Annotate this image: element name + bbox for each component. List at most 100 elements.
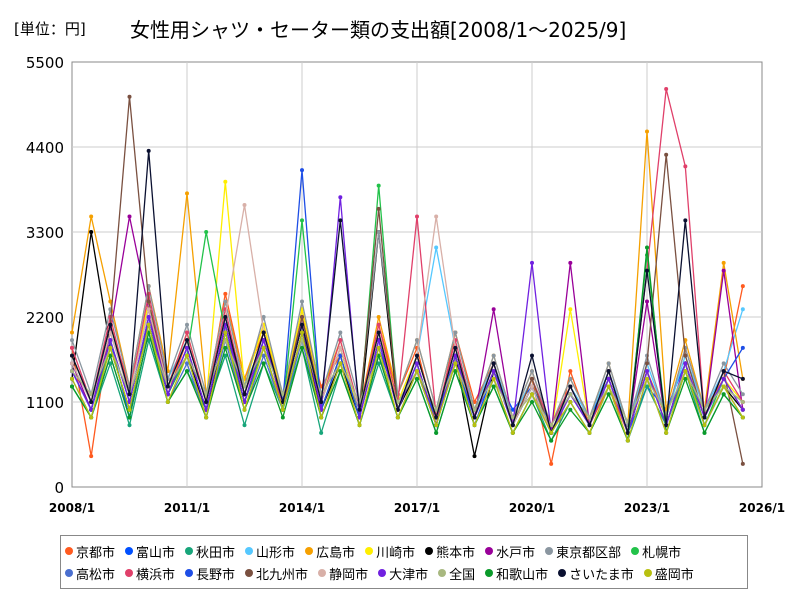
legend-label: 熊本市 <box>436 545 476 561</box>
data-point <box>223 179 228 184</box>
data-point <box>683 376 688 381</box>
legend-label: 川崎市 <box>376 545 416 561</box>
series-line-19 <box>71 324 744 443</box>
data-point <box>146 322 151 327</box>
data-point <box>242 407 247 412</box>
legend-item: 札幌市 <box>631 541 681 561</box>
data-point <box>185 330 189 335</box>
data-point <box>415 376 419 381</box>
data-point <box>70 330 74 335</box>
data-point <box>568 376 573 381</box>
data-point <box>453 345 458 350</box>
legend-marker-icon <box>185 569 194 577</box>
legend-marker-icon <box>305 547 314 555</box>
data-point <box>261 338 266 343</box>
chart-title: 女性用シャツ・セーター類の支出額[2008/1～2025/9] <box>130 18 627 42</box>
data-point <box>127 423 132 428</box>
legend-item: 広島市 <box>305 541 355 561</box>
data-point <box>300 322 304 327</box>
legend-item: 全国 <box>438 563 475 583</box>
data-point <box>204 415 209 420</box>
legend-label: 和歌山市 <box>496 567 549 583</box>
legend-item: 熊本市 <box>425 541 475 561</box>
data-point <box>645 268 649 273</box>
data-point <box>530 392 534 397</box>
data-point <box>491 369 496 374</box>
data-point <box>434 214 439 219</box>
data-point <box>165 392 170 397</box>
data-point <box>376 315 381 319</box>
data-point <box>625 438 630 443</box>
data-point <box>185 353 189 358</box>
data-point <box>721 369 726 374</box>
data-point <box>185 345 189 350</box>
legend-item: 山形市 <box>245 541 295 561</box>
data-point <box>587 430 592 435</box>
data-point <box>89 214 94 219</box>
legend-item: 水戸市 <box>485 541 535 561</box>
data-point <box>242 384 247 389</box>
legend-label: 広島市 <box>316 545 356 561</box>
data-point <box>185 369 189 374</box>
data-point <box>549 461 554 466</box>
data-point <box>453 353 458 358</box>
x-tick-label: 2011/1 <box>164 501 210 515</box>
data-point <box>127 407 132 412</box>
data-point <box>625 430 630 435</box>
data-point <box>70 376 74 381</box>
data-point <box>645 129 649 134</box>
data-point <box>146 148 151 153</box>
data-point <box>223 345 228 350</box>
data-point <box>530 260 534 265</box>
data-point <box>395 400 400 404</box>
data-point <box>185 338 189 343</box>
y-tick-label: 1100 <box>26 394 64 412</box>
data-point <box>300 299 304 304</box>
data-point <box>568 307 573 312</box>
data-point <box>108 330 113 335</box>
legend-marker-icon <box>631 547 640 555</box>
data-point <box>376 361 381 366</box>
legend-item: 高松市 <box>65 563 115 583</box>
legend-marker-icon <box>318 569 327 577</box>
legend-item: 盛岡市 <box>643 563 694 583</box>
data-point <box>472 454 477 459</box>
legend-label: 山形市 <box>256 545 296 561</box>
data-point <box>453 369 458 374</box>
data-point <box>108 299 113 304</box>
data-point <box>261 345 266 350</box>
data-point <box>740 376 745 381</box>
data-point <box>89 415 94 420</box>
data-point <box>510 430 515 435</box>
data-point <box>70 338 74 343</box>
data-point <box>338 345 343 350</box>
data-point <box>146 315 151 319</box>
legend-marker-icon <box>438 569 447 577</box>
data-point <box>568 369 573 374</box>
data-point <box>664 152 669 157</box>
data-point <box>70 361 74 366</box>
data-point <box>664 423 669 428</box>
legend-item: 京都市 <box>65 541 115 561</box>
data-point <box>223 353 228 358</box>
legend-item: さいたま市 <box>558 563 634 583</box>
data-point <box>280 415 285 420</box>
data-point <box>740 407 745 412</box>
data-point <box>395 407 400 412</box>
data-point <box>127 214 132 219</box>
legend-label: 横浜市 <box>136 567 176 583</box>
data-point <box>434 407 439 412</box>
legend-label: 富山市 <box>136 545 176 561</box>
y-tick-label: 0 <box>54 479 64 497</box>
data-point <box>280 407 285 412</box>
data-point <box>204 230 209 234</box>
data-point <box>127 392 132 397</box>
legend-label: 静岡市 <box>329 567 369 583</box>
data-point <box>645 376 649 381</box>
legend-item: 東京都区部 <box>545 541 621 561</box>
data-point <box>740 284 745 289</box>
legend-item: 川崎市 <box>365 541 415 561</box>
legend-marker-icon <box>485 547 494 555</box>
data-point <box>357 415 362 420</box>
data-point <box>530 376 534 381</box>
